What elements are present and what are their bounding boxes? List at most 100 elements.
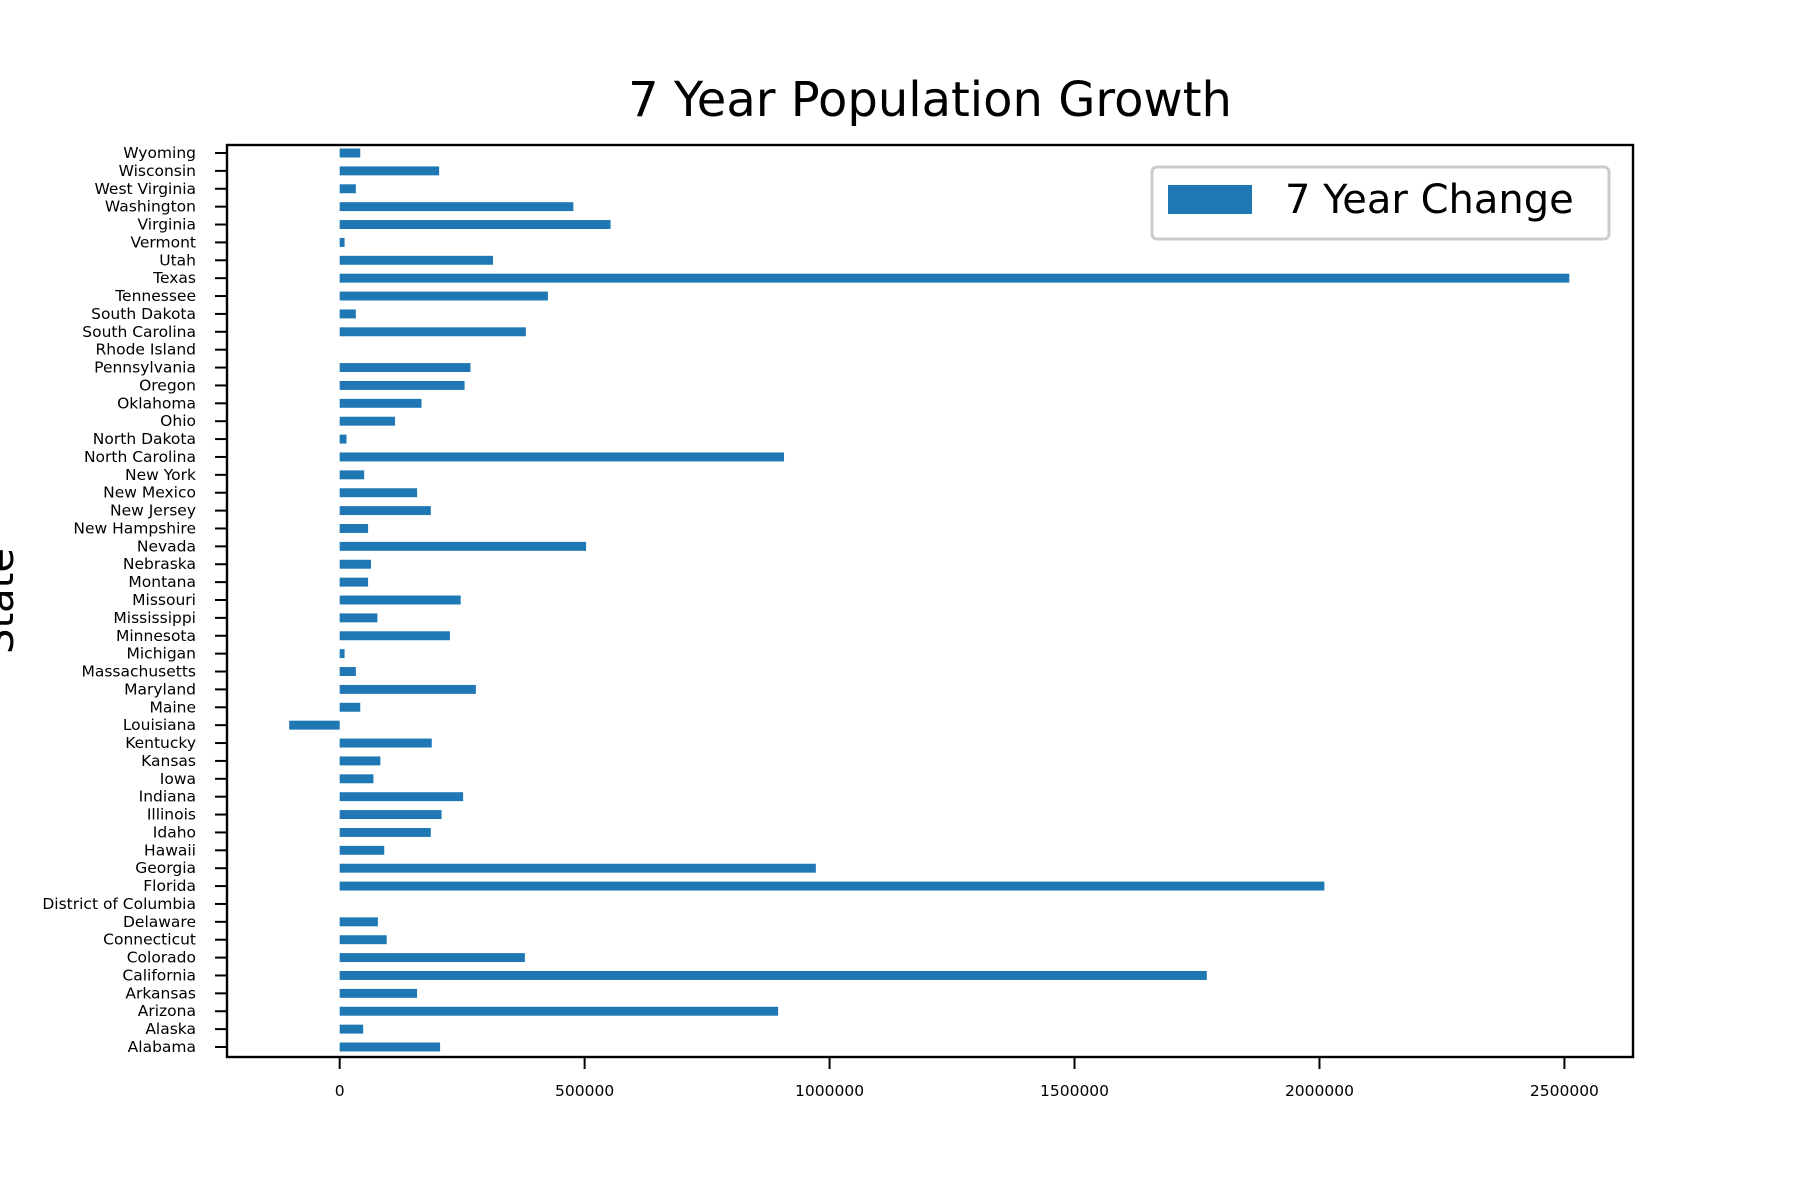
bar-tennessee [339, 291, 548, 301]
y-tick-label-delaware: Delaware [123, 913, 196, 931]
y-tick-label-montana: Montana [128, 573, 196, 591]
bar-oklahoma [339, 398, 422, 408]
bar-alabama [339, 1042, 441, 1052]
y-tick-label-oklahoma: Oklahoma [117, 394, 196, 412]
bar-new-hampshire [339, 524, 369, 533]
x-tick-label-500000: 500000 [555, 1082, 614, 1100]
bar-arizona [339, 1006, 779, 1016]
bars-group [289, 148, 1570, 1052]
bar-florida [339, 881, 1325, 891]
bar-kansas [339, 756, 381, 766]
bar-idaho [339, 827, 431, 837]
y-tick-label-new-mexico: New Mexico [103, 484, 196, 502]
y-tick-label-minnesota: Minnesota [116, 627, 196, 645]
bar-washington [339, 202, 574, 212]
y-tick-label-massachusetts: Massachusetts [81, 663, 196, 681]
bar-delaware [339, 917, 378, 927]
legend-swatch [1168, 185, 1252, 214]
bar-maryland [339, 684, 476, 694]
y-tick-label-kentucky: Kentucky [125, 734, 196, 752]
y-tick-label-iowa: Iowa [160, 770, 196, 788]
y-tick-label-illinois: Illinois [147, 806, 196, 824]
bar-arkansas [339, 988, 418, 998]
bar-utah [339, 255, 494, 265]
bar-hawaii [339, 845, 385, 855]
bar-indiana [339, 792, 464, 802]
bar-oregon [339, 380, 465, 390]
bar-massachusetts [339, 667, 356, 676]
y-tick-label-rhode-island: Rhode Island [96, 341, 197, 359]
y-tick-label-tennessee: Tennessee [114, 287, 196, 305]
x-tick-label-1000000: 1000000 [795, 1082, 864, 1100]
bar-new-jersey [339, 506, 431, 516]
bar-pennsylvania [339, 363, 471, 373]
y-tick-label-connecticut: Connecticut [103, 931, 196, 949]
y-tick-label-virginia: Virginia [138, 216, 196, 234]
y-tick-label-colorado: Colorado [127, 949, 196, 967]
bar-nevada [339, 541, 587, 551]
bar-mississippi [339, 613, 378, 623]
bar-louisiana [289, 720, 340, 730]
y-axis-label: State [0, 548, 23, 654]
y-tick-label-arizona: Arizona [138, 1002, 196, 1020]
bar-wyoming [339, 148, 361, 158]
x-tick-label-0: 0 [335, 1082, 345, 1100]
bar-ohio [339, 416, 396, 426]
y-tick-label-oregon: Oregon [139, 376, 196, 394]
bar-virginia [339, 220, 611, 229]
y-tick-label-arkansas: Arkansas [125, 984, 196, 1002]
x-axis: 0 500000 1000000 1500000 2000000 2500000 [335, 1057, 1599, 1100]
legend-frame [1150, 165, 1611, 241]
bar-iowa [339, 774, 374, 784]
bar-vermont [339, 237, 345, 247]
y-tick-label-alaska: Alaska [145, 1020, 196, 1038]
y-tick-label-north-dakota: North Dakota [93, 430, 196, 448]
plot-frame [225, 143, 1635, 1059]
y-tick-label-north-carolina: North Carolina [84, 448, 196, 466]
y-tick-label-alabama: Alabama [128, 1038, 196, 1056]
bar-west-virginia [339, 184, 356, 194]
bar-kentucky [339, 738, 432, 748]
y-tick-label-california: California [122, 966, 196, 984]
y-tick-label-kansas: Kansas [141, 752, 196, 770]
y-tick-label-idaho: Idaho [153, 823, 196, 841]
y-tick-label-michigan: Michigan [127, 645, 197, 663]
bar-new-york [339, 470, 365, 480]
bar-colorado [339, 953, 525, 963]
bar-michigan [339, 649, 345, 659]
bar-connecticut [339, 935, 387, 945]
y-tick-label-mississippi: Mississippi [113, 609, 196, 627]
y-tick-label-nebraska: Nebraska [123, 555, 196, 573]
y-tick-label-florida: Florida [143, 877, 196, 895]
bar-maine [339, 702, 361, 712]
y-tick-label-louisiana: Louisiana [123, 716, 196, 734]
y-axis: AlabamaAlaskaArizonaArkansasCaliforniaCo… [42, 144, 227, 1056]
bar-missouri [339, 595, 461, 605]
legend: 7 Year Change [1150, 165, 1611, 241]
y-tick-label-indiana: Indiana [139, 788, 196, 806]
y-tick-label-pennsylvania: Pennsylvania [94, 359, 196, 377]
y-tick-label-south-carolina: South Carolina [82, 323, 196, 341]
y-tick-label-new-hampshire: New Hampshire [73, 519, 196, 537]
bar-nebraska [339, 559, 372, 569]
bar-minnesota [339, 631, 450, 641]
y-tick-label-new-jersey: New Jersey [110, 502, 196, 520]
bar-montana [339, 577, 369, 587]
bar-north-dakota [339, 434, 347, 444]
y-tick-label-ohio: Ohio [160, 412, 196, 430]
y-tick-label-wisconsin: Wisconsin [119, 162, 196, 180]
y-tick-label-washington: Washington [105, 198, 196, 216]
y-tick-label-maine: Maine [149, 698, 196, 716]
x-tick-label-2500000: 2500000 [1530, 1082, 1599, 1100]
bar-georgia [339, 863, 816, 873]
y-tick-label-south-dakota: South Dakota [91, 305, 196, 323]
legend-label: 7 Year Change [1285, 177, 1574, 223]
chart-title: 7 Year Population Growth [628, 72, 1232, 128]
y-tick-label-district-of-columbia: District of Columbia [42, 895, 196, 913]
y-tick-label-west-virginia: West Virginia [95, 180, 196, 198]
y-tick-label-georgia: Georgia [135, 859, 196, 877]
bar-south-carolina [339, 327, 526, 337]
y-tick-label-utah: Utah [159, 251, 196, 269]
bar-new-mexico [339, 488, 418, 498]
